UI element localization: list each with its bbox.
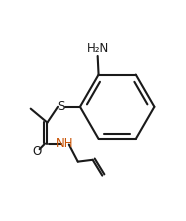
Text: NH: NH (56, 137, 74, 151)
Text: S: S (58, 100, 65, 113)
Text: O: O (32, 145, 41, 158)
Text: H₂N: H₂N (86, 42, 109, 55)
